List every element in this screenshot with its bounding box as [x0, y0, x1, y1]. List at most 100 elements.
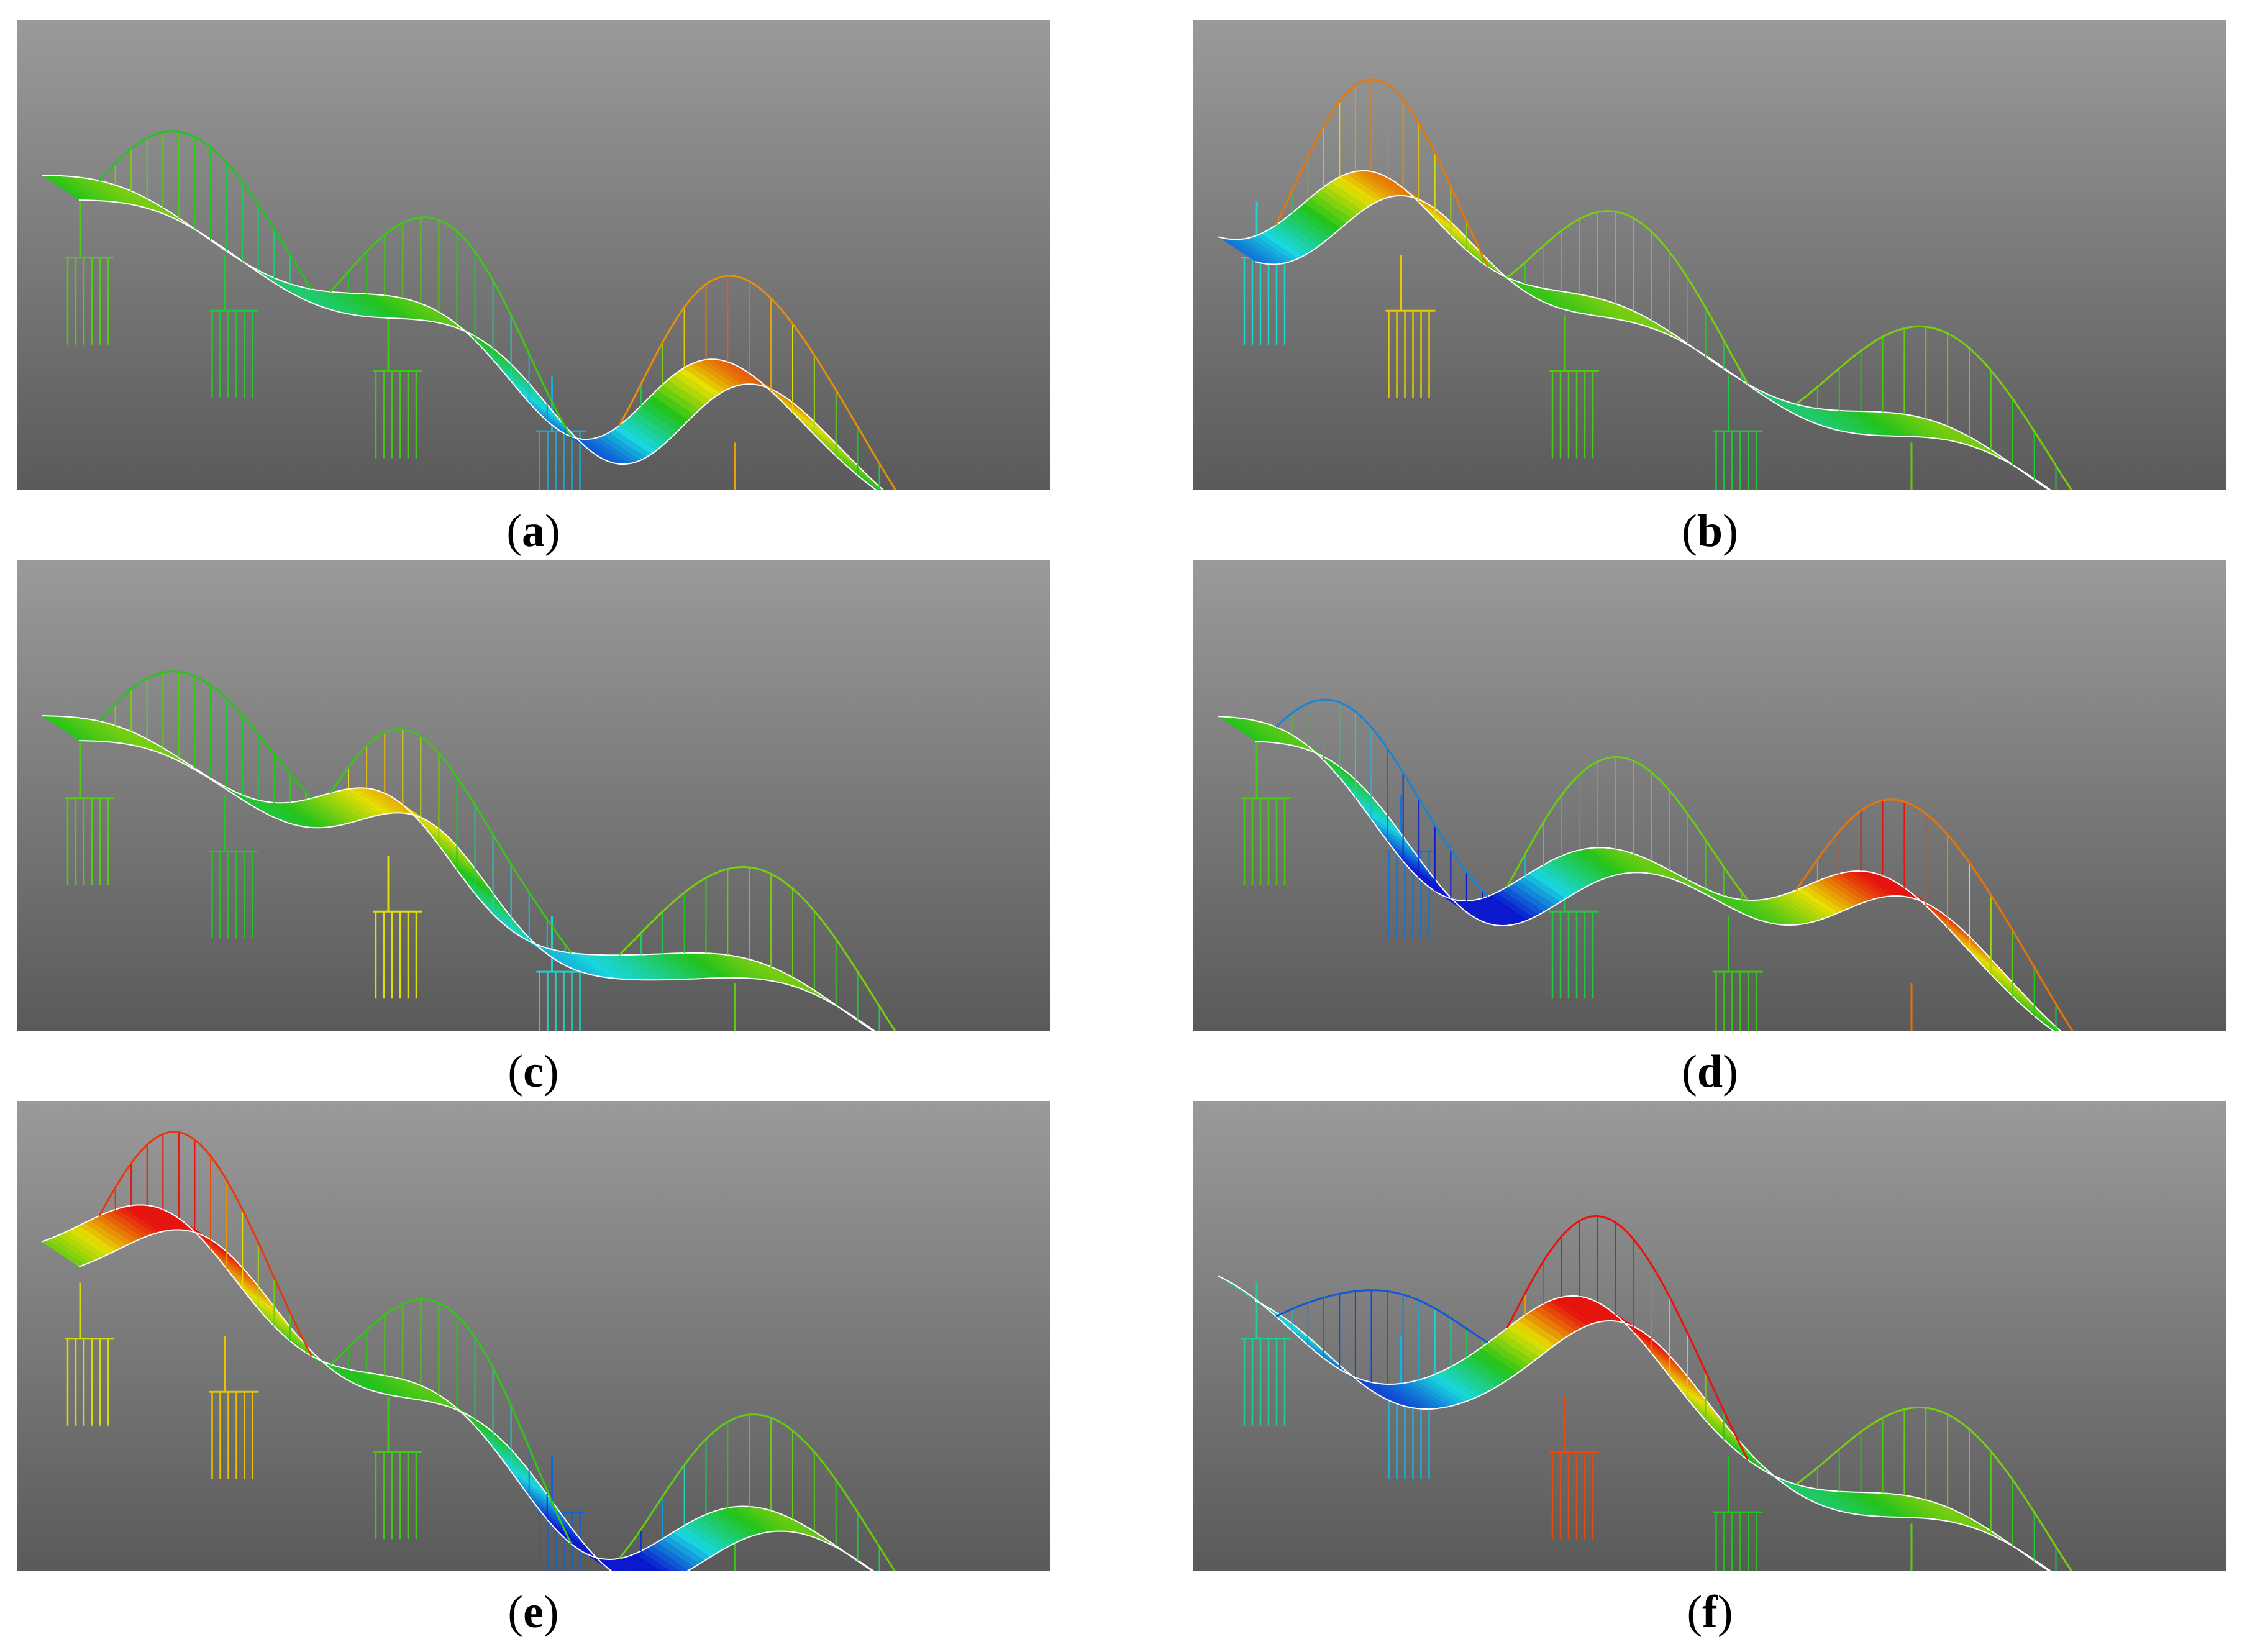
deck-strip [480, 900, 523, 931]
deck-strip [1908, 1495, 1951, 1522]
deck-strip [1491, 892, 1534, 920]
arches [1275, 78, 2073, 490]
deck-strip [63, 716, 106, 742]
deck-strip [528, 401, 572, 433]
deck-strip [624, 416, 668, 446]
deck-strip [667, 1532, 711, 1561]
deck-strip [47, 175, 90, 201]
deck-strip [1319, 186, 1363, 215]
deck-strip [1838, 1491, 1882, 1517]
deck-strip [223, 1264, 267, 1297]
deck-strip [1865, 411, 1908, 437]
arches [1275, 698, 2074, 1031]
deck-strip [614, 955, 657, 980]
deck-strip [704, 1512, 748, 1540]
deck-strip [1688, 880, 1732, 908]
deck-strip [1913, 416, 1957, 442]
deck-strip [1811, 408, 1855, 434]
deck-strip [1999, 983, 2042, 1013]
deck-strip [1395, 1384, 1438, 1409]
deck-strip [47, 716, 90, 741]
deck-strip [1823, 409, 1866, 435]
deck-strip [373, 294, 416, 320]
deck-strip [1780, 1478, 1823, 1506]
deck-strip [1341, 173, 1384, 201]
deck-strip [2015, 998, 2058, 1029]
deck-strip [1229, 239, 1272, 265]
deck-strip [421, 1385, 464, 1413]
deck-strip [507, 376, 550, 408]
deck-strip [218, 782, 261, 811]
deck-strip [812, 432, 855, 463]
deck-strip [517, 389, 560, 421]
deck-strip [1287, 1326, 1331, 1357]
deck-strip [534, 943, 576, 970]
deck-strip [1266, 723, 1310, 751]
arch-rib [1506, 210, 1749, 385]
deck-strip [785, 1515, 828, 1543]
deck-strip [1811, 881, 1855, 908]
deck-strip [63, 1230, 106, 1258]
deck-strip [421, 823, 464, 855]
deck-strip [1373, 822, 1416, 854]
deck-strip [1357, 170, 1400, 196]
arch-rib [1795, 798, 2074, 1031]
deck-strip [116, 1207, 160, 1234]
deck-strip [817, 437, 860, 468]
deck-strip [1293, 208, 1336, 237]
deck-strip [1887, 1493, 1930, 1519]
deck-strip [298, 800, 341, 826]
deck-strip [1758, 899, 1802, 925]
deck-strip [1715, 893, 1759, 920]
deck-strip [1448, 232, 1491, 263]
deck-strip [1940, 1504, 1984, 1531]
deck-strip [84, 178, 127, 204]
deck-edge [1255, 194, 2053, 490]
deck-strip [683, 1523, 726, 1551]
deck-strip [1946, 425, 1989, 453]
deck-strip [1400, 857, 1443, 889]
deck-strip [1828, 409, 1871, 436]
deck-strip [576, 953, 619, 979]
deck-strip [1946, 1506, 1989, 1534]
deck-strip [699, 360, 742, 386]
deck-strip [111, 183, 154, 211]
deck-strip [1951, 1508, 1994, 1536]
deck-strip [57, 1233, 101, 1261]
deck-strip [432, 836, 475, 869]
deck-strip [1871, 1492, 1914, 1518]
deck-strip [1432, 1373, 1475, 1400]
deck-strip [1416, 1379, 1459, 1406]
deck-strip [1662, 866, 1705, 894]
deck-strip [1507, 1324, 1550, 1353]
deck-strip [480, 1431, 523, 1463]
deck-strip [1603, 847, 1646, 874]
deck-strip [122, 1206, 165, 1233]
deck-strip [1790, 403, 1833, 429]
deck-strip [1635, 1334, 1679, 1366]
deck-strip [52, 175, 95, 201]
deck-strip [1266, 227, 1310, 256]
deck-strip [1672, 872, 1716, 900]
deck-strip [138, 734, 181, 762]
deck-strip [581, 954, 625, 980]
deck-strip [1421, 204, 1464, 235]
deck-strip [1277, 1317, 1320, 1348]
deck-strip [839, 459, 882, 489]
deck-strip [619, 1557, 646, 1571]
deck-strip [303, 287, 347, 314]
deck-strip [1357, 1378, 1400, 1405]
deck-strip [1961, 432, 2005, 461]
deck-strip [1491, 1336, 1534, 1366]
deck-strip [1309, 194, 1352, 224]
deck-strip [1303, 1341, 1347, 1371]
deck-strip [1977, 960, 2021, 992]
deck-strip [1518, 1316, 1561, 1345]
deck-strip [694, 952, 737, 978]
deck-strip [148, 1205, 191, 1231]
deck-strip [1260, 1303, 1304, 1333]
deck-strip [1817, 1489, 1861, 1515]
deck-strip [1651, 860, 1695, 888]
deck-strip [1764, 392, 1807, 420]
deck-strip [1700, 885, 1743, 914]
